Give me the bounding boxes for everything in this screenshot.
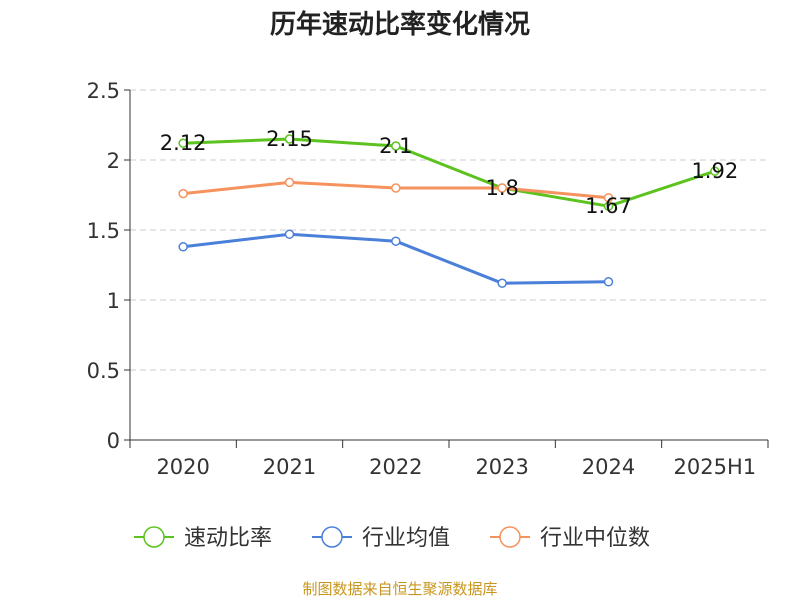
data-label: 1.92 [691,159,738,183]
y-tick-label: 0 [107,429,120,453]
data-label: 2.12 [160,131,207,155]
data-point [391,141,401,151]
x-tick-label: 2024 [582,455,635,479]
x-tick-label: 2020 [156,455,209,479]
data-point [178,188,188,199]
data-labels: 2.12 2.15 2.1 1.8 1.67 1.92 [160,127,738,218]
legend-swatch-marker [499,526,521,548]
data-point [603,193,614,203]
source-note: 制图数据来自恒生聚源数据库 [302,580,498,598]
legend-swatch-marker [321,526,343,548]
y-tick-label: 0.5 [87,359,120,383]
legend-label: 行业中位数 [540,526,650,551]
x-tick-label: 2022 [369,455,422,479]
series-lines [178,134,720,288]
data-point [497,183,507,193]
chart-title: 历年速动比率变化情况 [269,10,530,40]
data-point [178,242,188,252]
axes: 0 0.5 1 1.5 2 2.5 2020 2021 2022 2023 2024 2025H1 [87,79,769,479]
data-point [603,277,614,287]
y-tick-label: 1.5 [87,219,120,243]
data-point [284,134,295,144]
data-point [710,166,720,176]
data-label: 1.8 [485,176,518,200]
legend: 速动比率 行业均值 行业中位数 [134,526,650,551]
legend-label: 速动比率 [184,526,272,551]
x-tick-label: 2025H1 [674,455,757,479]
series-line-0 [183,137,716,208]
data-point [497,278,507,288]
data-point [178,138,188,148]
data-point [284,177,295,188]
x-tick-label: 2021 [263,455,316,479]
y-tick-label: 2 [107,149,120,173]
gridlines [130,89,768,371]
data-point [284,229,295,239]
legend-label: 行业均值 [362,526,450,551]
data-label: 2.1 [379,134,412,158]
x-tick-label: 2023 [475,455,528,479]
y-tick-label: 2.5 [87,79,120,103]
y-tick-label: 1 [107,289,120,313]
data-point [391,183,401,193]
legend-swatch-marker [143,526,165,548]
data-label: 2.15 [266,127,313,151]
data-point [391,236,401,246]
data-label: 1.67 [585,194,632,218]
